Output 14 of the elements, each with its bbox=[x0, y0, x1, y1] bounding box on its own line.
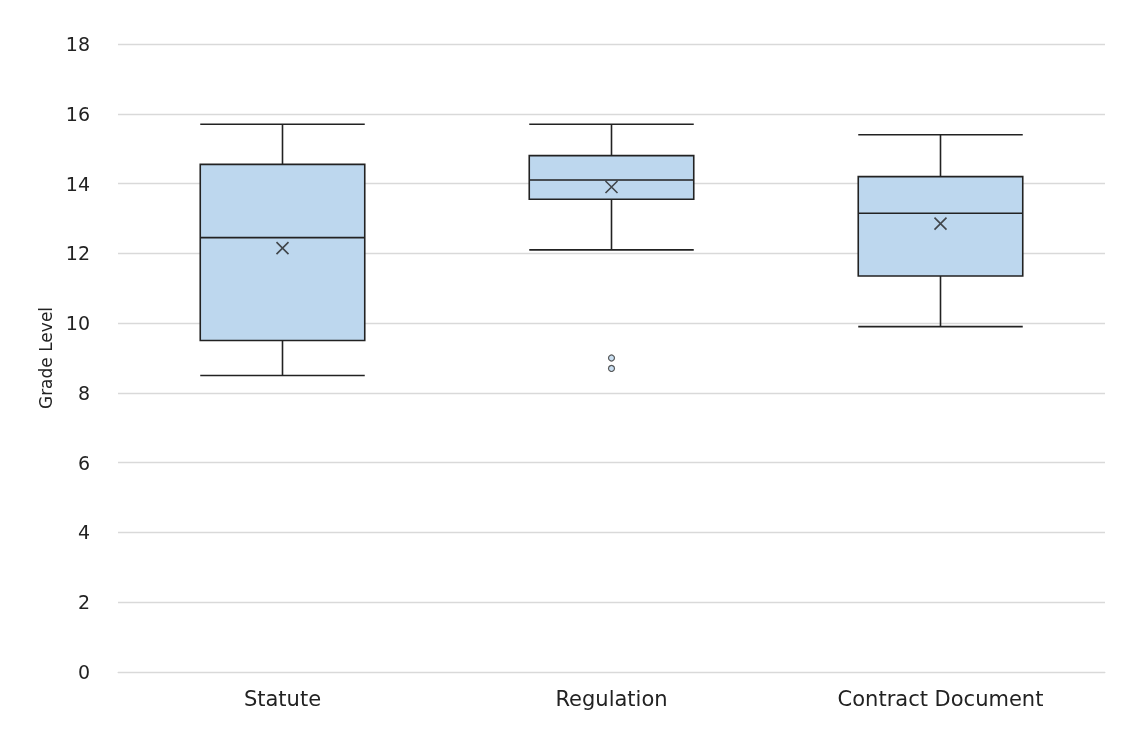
y-tick-label: 4 bbox=[77, 521, 90, 544]
y-tick-label: 16 bbox=[65, 102, 90, 125]
y-axis-title: Grade Level bbox=[36, 306, 57, 410]
y-tick-label: 10 bbox=[65, 312, 90, 335]
y-tick-label: 14 bbox=[65, 172, 90, 195]
y-tick-label: 2 bbox=[77, 591, 90, 614]
y-tick-label: 8 bbox=[77, 381, 90, 404]
x-tick-label: Regulation bbox=[555, 686, 668, 711]
y-tick-label: 0 bbox=[77, 661, 90, 683]
x-tick-label: Statute bbox=[243, 686, 322, 711]
y-tick-label: 12 bbox=[65, 242, 90, 265]
x-tick-label: Contract Document bbox=[837, 686, 1044, 711]
y-tick-label: 6 bbox=[77, 451, 90, 474]
y-tick-label: 18 bbox=[65, 33, 90, 55]
